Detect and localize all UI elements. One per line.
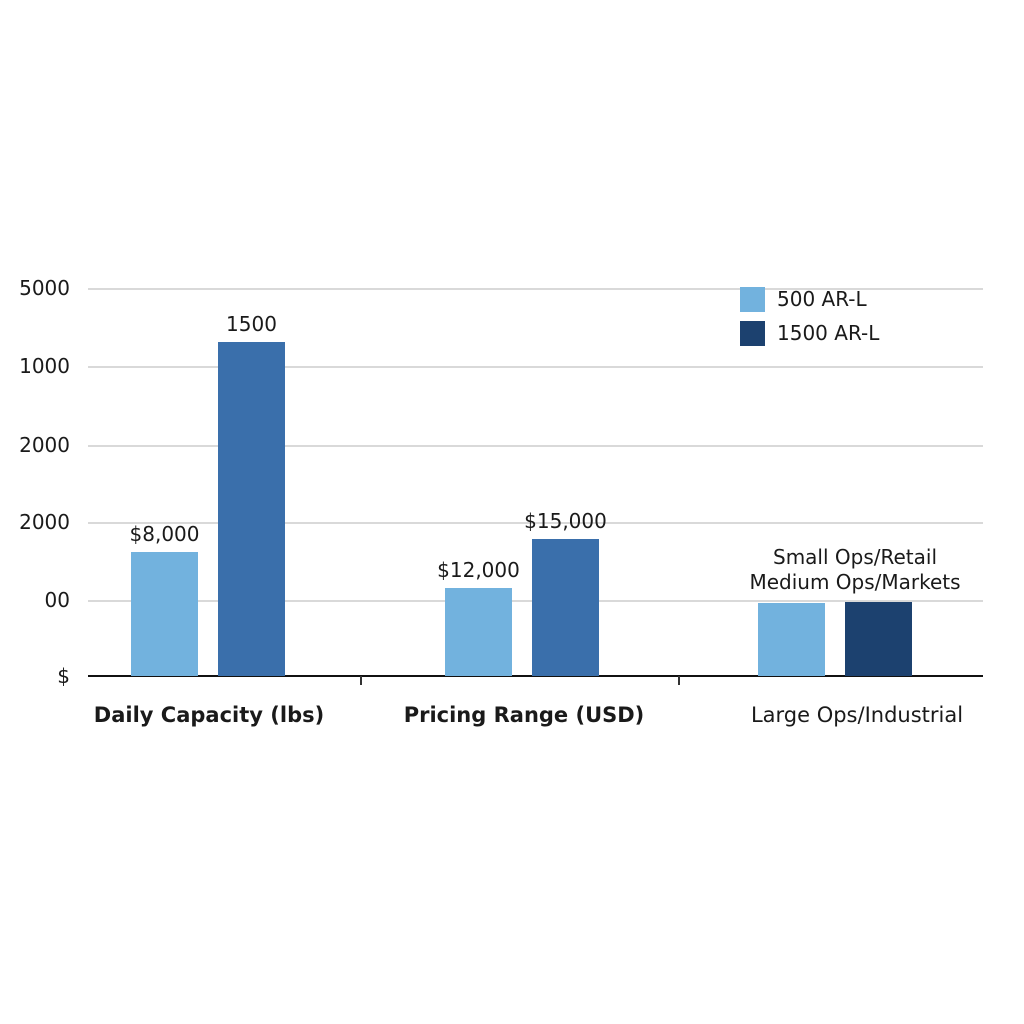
bar-value-label: $8,000	[129, 522, 200, 546]
y-tick-label: 2000	[19, 510, 70, 534]
y-tick-label: 1000	[19, 354, 70, 378]
x-category-label: Pricing Range (USD)	[403, 703, 645, 727]
bar-1500-ar-l	[845, 602, 912, 676]
x-category-label: Daily Capacity (lbs)	[93, 703, 325, 727]
y-tick-label: 2000	[19, 433, 70, 457]
x-axis-baseline	[88, 675, 983, 677]
legend-swatch	[740, 320, 765, 346]
y-tick-label: $	[57, 664, 70, 688]
bar-value-label: $15,000	[524, 509, 607, 533]
x-category-label: Large Ops/Industrial	[750, 703, 964, 727]
gridline	[88, 445, 983, 447]
gridline	[88, 288, 983, 290]
bar-1500-ar-l	[218, 342, 285, 676]
gridline	[88, 366, 983, 368]
legend-item-500-ar-l: 500 AR-L	[740, 282, 879, 316]
y-tick-label: 5000	[19, 276, 70, 300]
legend-label: 1500 AR-L	[777, 321, 880, 345]
y-tick-label: 00	[44, 588, 70, 612]
annotation-label: Medium Ops/Markets	[749, 570, 961, 594]
legend: 500 AR-L 1500 AR-L	[740, 282, 879, 350]
bar-500-ar-l	[131, 552, 198, 676]
bar-value-label: $12,000	[437, 558, 520, 582]
bar-1500-ar-l	[532, 539, 599, 676]
x-tick-mark	[360, 676, 362, 685]
bar-500-ar-l	[445, 588, 512, 676]
x-tick-mark	[678, 676, 680, 685]
legend-item-1500-ar-l: 1500 AR-L	[740, 316, 879, 350]
legend-swatch	[740, 286, 765, 312]
bar-500-ar-l	[758, 603, 825, 676]
annotation-label: Small Ops/Retail	[772, 545, 938, 569]
bar-value-label: 1500	[226, 312, 277, 336]
legend-label: 500 AR-L	[777, 287, 867, 311]
gridline	[88, 522, 983, 524]
